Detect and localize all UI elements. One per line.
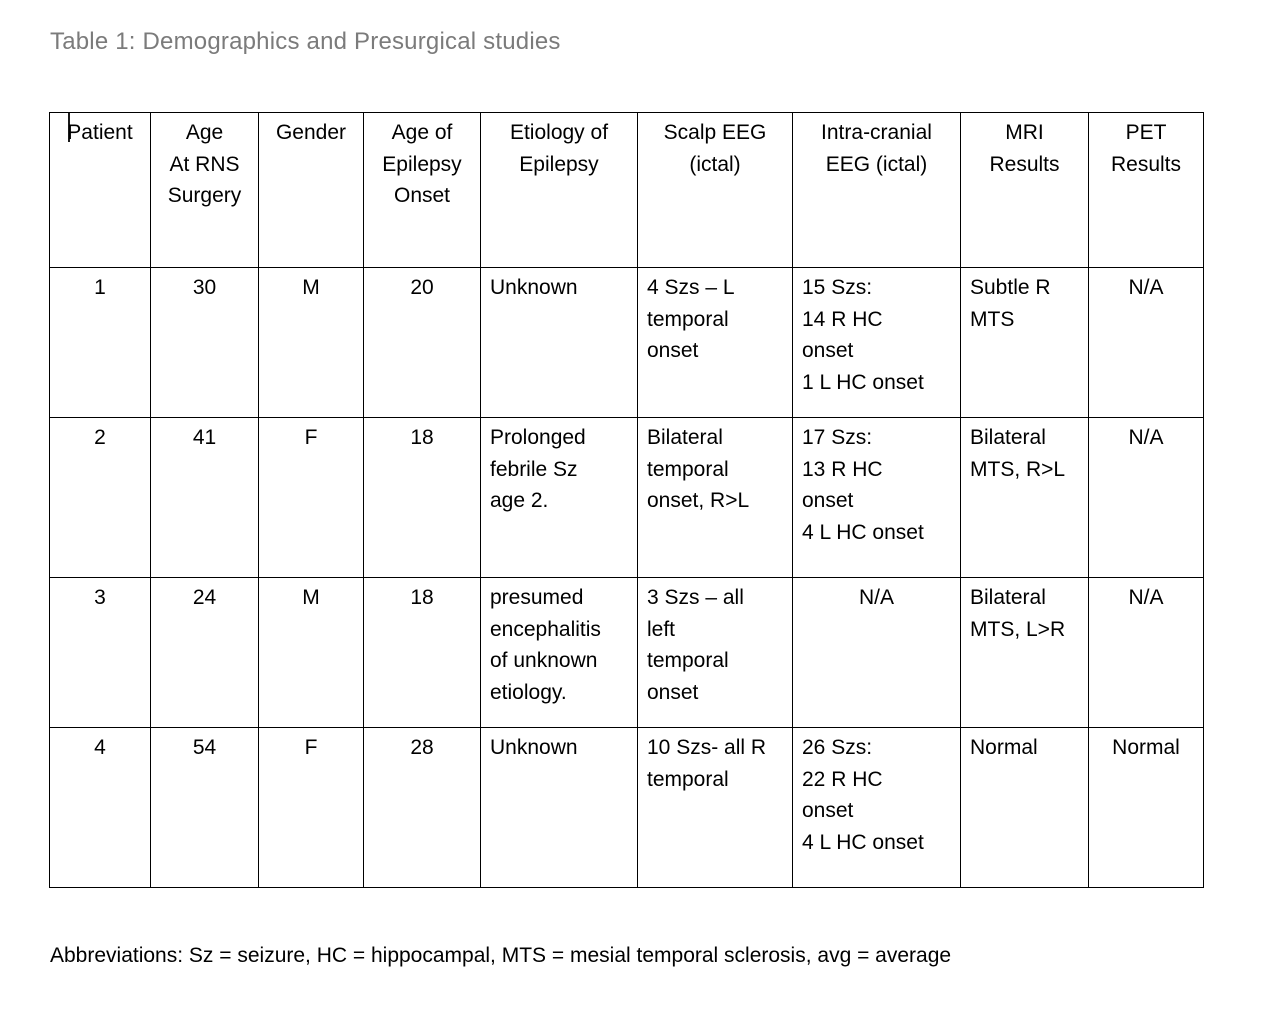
- table-cell: 10 Szs- all R temporal: [637, 727, 793, 888]
- table-cell: 4 Szs – L temporal onset: [637, 267, 793, 418]
- table-cell: 20: [363, 267, 481, 418]
- table-cell: presumed encephalitis of unknown etiolog…: [480, 577, 638, 728]
- col-header-gender: Gender: [258, 112, 364, 268]
- table-cell: M: [258, 577, 364, 728]
- table-cell: 41: [150, 417, 259, 578]
- table-cell: F: [258, 417, 364, 578]
- table-row-patient-2: 2 41 F 18 Prolonged febrile Sz age 2. Bi…: [49, 417, 1204, 578]
- demographics-table: Patient Age At RNS Surgery Gender Age of…: [49, 112, 1204, 888]
- abbreviations-note: Abbreviations: Sz = seizure, HC = hippoc…: [50, 944, 952, 967]
- table-cell: N/A: [1088, 417, 1204, 578]
- table-cell: Bilateral temporal onset, R>L: [637, 417, 793, 578]
- table-cell: 15 Szs: 14 R HC onset 1 L HC onset: [792, 267, 961, 418]
- col-header-age-of-epilepsy-onset: Age of Epilepsy Onset: [363, 112, 481, 268]
- table-cell: Normal: [960, 727, 1089, 888]
- table-caption: Table 1: Demographics and Presurgical st…: [50, 28, 561, 55]
- table-cell: 26 Szs: 22 R HC onset 4 L HC onset: [792, 727, 961, 888]
- table-cell: Unknown: [480, 727, 638, 888]
- table-cell: N/A: [1088, 267, 1204, 418]
- table-cell: 3: [49, 577, 151, 728]
- table-row-patient-1: 1 30 M 20 Unknown 4 Szs – L temporal ons…: [49, 267, 1204, 418]
- col-header-age-at-rns-surgery: Age At RNS Surgery: [150, 112, 259, 268]
- table-cell: F: [258, 727, 364, 888]
- table-cell: N/A: [792, 577, 961, 728]
- table-cell: 1: [49, 267, 151, 418]
- table-cell: Normal: [1088, 727, 1204, 888]
- table-cell: Bilateral MTS, L>R: [960, 577, 1089, 728]
- table-cell: 3 Szs – all left temporal onset: [637, 577, 793, 728]
- table-cell: 18: [363, 577, 481, 728]
- table-cell: 4: [49, 727, 151, 888]
- col-header-intracranial-eeg-ictal: Intra-cranial EEG (ictal): [792, 112, 961, 268]
- table-cell: 2: [49, 417, 151, 578]
- col-header-mri-results: MRI Results: [960, 112, 1089, 268]
- col-header-etiology-of-epilepsy: Etiology of Epilepsy: [480, 112, 638, 268]
- table-cell: 24: [150, 577, 259, 728]
- table-cell: Prolonged febrile Sz age 2.: [480, 417, 638, 578]
- table-cell: 17 Szs: 13 R HC onset 4 L HC onset: [792, 417, 961, 578]
- table-cell: 28: [363, 727, 481, 888]
- table-cell: 54: [150, 727, 259, 888]
- table-cell: Bilateral MTS, R>L: [960, 417, 1089, 578]
- table-cell: N/A: [1088, 577, 1204, 728]
- header-row: Patient Age At RNS Surgery Gender Age of…: [49, 112, 1204, 268]
- table-cell: M: [258, 267, 364, 418]
- col-header-pet-results: PET Results: [1088, 112, 1204, 268]
- col-header-patient: Patient: [49, 112, 151, 268]
- table-cell: Subtle R MTS: [960, 267, 1089, 418]
- table-row-patient-3: 3 24 M 18 presumed encephalitis of unkno…: [49, 577, 1204, 728]
- table-cell: 18: [363, 417, 481, 578]
- table-row-patient-4: 4 54 F 28 Unknown 10 Szs- all R temporal…: [49, 727, 1204, 888]
- table-cell: Unknown: [480, 267, 638, 418]
- col-header-scalp-eeg-ictal: Scalp EEG (ictal): [637, 112, 793, 268]
- table-cell: 30: [150, 267, 259, 418]
